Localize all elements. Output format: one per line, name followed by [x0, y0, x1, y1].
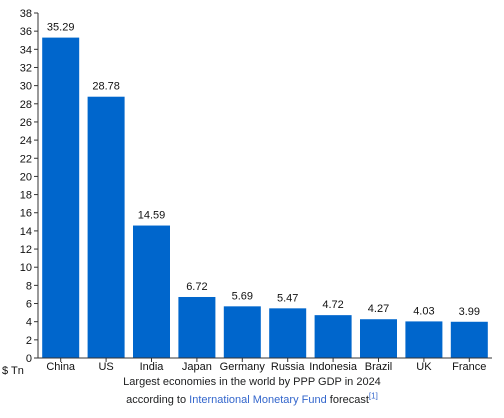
x-tick-label: US — [98, 361, 113, 373]
y-tick-label: 8 — [26, 280, 32, 292]
bar — [314, 315, 352, 358]
y-tick-label: 16 — [20, 208, 32, 220]
y-tick-label: 18 — [20, 190, 32, 202]
bar-value-label: 4.27 — [368, 303, 389, 315]
x-tick-label: China — [46, 361, 76, 373]
chart-caption-line-1: Largest economies in the world by PPP GD… — [0, 374, 504, 390]
caption-text: Largest economies in the world by PPP GD… — [123, 376, 381, 388]
y-tick-label: 4 — [26, 317, 32, 329]
x-tick-label: UK — [416, 361, 432, 373]
y-tick-label: 30 — [20, 81, 32, 93]
bar — [42, 37, 80, 358]
x-tick-label: Japan — [182, 361, 212, 373]
bar — [360, 319, 397, 358]
bar-value-label: 4.03 — [413, 305, 434, 317]
bar-value-label: 5.69 — [232, 290, 253, 302]
y-tick-label: 24 — [20, 135, 32, 147]
x-tick-label: Germany — [220, 361, 266, 373]
x-tick-label: Brazil — [365, 361, 393, 373]
y-tick-label: 6 — [26, 299, 32, 311]
x-tick-label: France — [452, 361, 486, 373]
y-tick-label: 2 — [26, 335, 32, 347]
bar-value-label: 6.72 — [186, 281, 207, 293]
bar-value-label: 4.72 — [322, 299, 343, 311]
y-tick-label: 0 — [26, 353, 32, 365]
y-tick-label: 32 — [20, 62, 32, 74]
footnote-link[interactable]: [1] — [368, 391, 378, 401]
y-tick-label: 10 — [20, 262, 32, 274]
y-axis-unit-label: $ Tn — [2, 365, 24, 377]
bar-value-label: 5.47 — [277, 292, 298, 304]
bar-value-label: 35.29 — [47, 22, 75, 34]
caption-prefix: according to — [126, 394, 190, 406]
bar-value-label: 14.59 — [138, 210, 166, 222]
y-tick-label: 14 — [20, 226, 32, 238]
x-tick-label: Russia — [271, 361, 306, 373]
chart-caption-line-2: according to International Monetary Fund… — [0, 392, 504, 408]
x-tick-label: Indonesia — [309, 361, 358, 373]
imf-link[interactable]: International Monetary Fund — [189, 394, 327, 406]
bar — [405, 321, 443, 358]
bar-value-label: 28.78 — [92, 81, 120, 93]
y-tick-label: 26 — [20, 117, 32, 129]
bar — [269, 308, 307, 358]
bar — [133, 225, 170, 358]
caption-suffix: forecast — [326, 394, 369, 406]
bar — [178, 296, 216, 358]
bar — [87, 96, 125, 359]
y-tick-label: 36 — [20, 26, 32, 38]
y-tick-label: 20 — [20, 171, 32, 183]
y-tick-label: 28 — [20, 99, 32, 111]
y-tick-label: 22 — [20, 153, 32, 165]
bar — [450, 321, 488, 358]
x-tick-label: India — [140, 361, 165, 373]
bar-value-label: 3.99 — [459, 306, 480, 318]
y-tick-label: 34 — [20, 44, 32, 56]
y-tick-label: 12 — [20, 244, 32, 256]
bar — [223, 306, 261, 358]
y-tick-label: 38 — [20, 8, 32, 20]
